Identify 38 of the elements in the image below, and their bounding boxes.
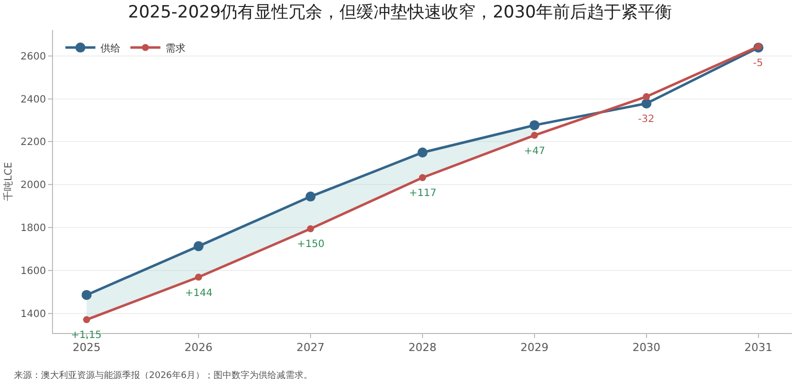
annotation: +144	[185, 288, 212, 299]
annotation: +150	[297, 239, 324, 250]
annotation: +117	[409, 188, 436, 199]
x-tick-label: 2025	[72, 341, 101, 354]
y-tick-label: 1800	[20, 223, 46, 234]
legend-label: 需求	[165, 42, 186, 54]
legend-label: 供给	[100, 42, 120, 54]
point	[306, 192, 316, 202]
point	[641, 98, 652, 108]
x-tick-label: 2031	[744, 341, 772, 354]
y-tick-label: 1600	[20, 266, 46, 278]
point	[529, 120, 540, 130]
annotation: +1,15	[71, 330, 102, 341]
chart-title: 2025-2029仍有显性冗余，但缓冲垫快速收窄，2030年前后趋于紧平衡	[128, 2, 672, 23]
annotation: +47	[524, 146, 546, 157]
point	[754, 43, 762, 50]
annotation: -32	[638, 114, 654, 125]
y-axis-title: 千吨LCE	[2, 162, 15, 201]
point	[418, 147, 428, 158]
y-tick-label: 2600	[20, 51, 46, 62]
y-tick-label: 2200	[20, 137, 46, 148]
x-tick-label: 2029	[520, 341, 548, 354]
point	[83, 316, 90, 324]
x-tick-label: 2026	[184, 341, 213, 354]
point	[530, 132, 538, 139]
point	[419, 174, 426, 182]
annotation: -5	[753, 58, 763, 69]
point	[642, 93, 650, 100]
x-tick-label: 2028	[408, 341, 436, 354]
y-tick-label: 2000	[20, 180, 46, 192]
x-tick-label: 2030	[632, 341, 660, 354]
x-tick-label: 2027	[296, 341, 325, 354]
y-tick-label: 1400	[20, 309, 46, 320]
point	[194, 241, 204, 252]
point	[307, 225, 314, 232]
y-tick-label: 2400	[20, 94, 46, 106]
point	[195, 274, 202, 281]
point	[82, 290, 92, 300]
